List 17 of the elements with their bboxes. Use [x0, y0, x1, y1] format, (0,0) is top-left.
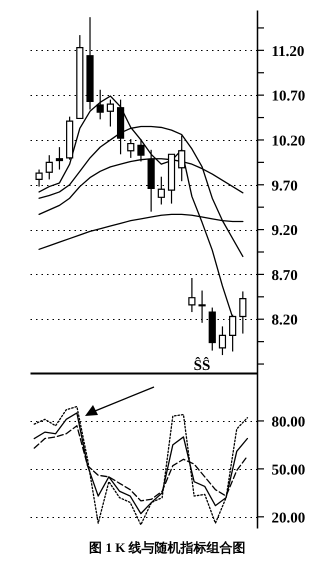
y-tick-label: 50.00 — [272, 462, 306, 478]
y-tick-label: 10.70 — [272, 88, 306, 105]
y-tick-label: 8.70 — [272, 268, 298, 284]
y-tick-label: 11.20 — [272, 44, 304, 60]
text: 图 1 K 线与随机指标组合图 — [89, 540, 246, 555]
candlestick — [46, 154, 53, 180]
annotation: ŜŜ — [194, 356, 210, 374]
y-tick-label: 20.00 — [272, 510, 306, 526]
y-tick-label: 10.20 — [272, 133, 306, 150]
candlestick — [106, 99, 114, 128]
candlestick — [218, 326, 226, 356]
y-tick-label: 8.20 — [272, 312, 298, 329]
candlestick — [56, 146, 64, 170]
candlestick — [188, 277, 196, 313]
y-tick-label: 9.20 — [272, 223, 298, 240]
y-tick-label: 9.70 — [272, 178, 298, 194]
y-tick-label: 80.00 — [272, 414, 306, 430]
